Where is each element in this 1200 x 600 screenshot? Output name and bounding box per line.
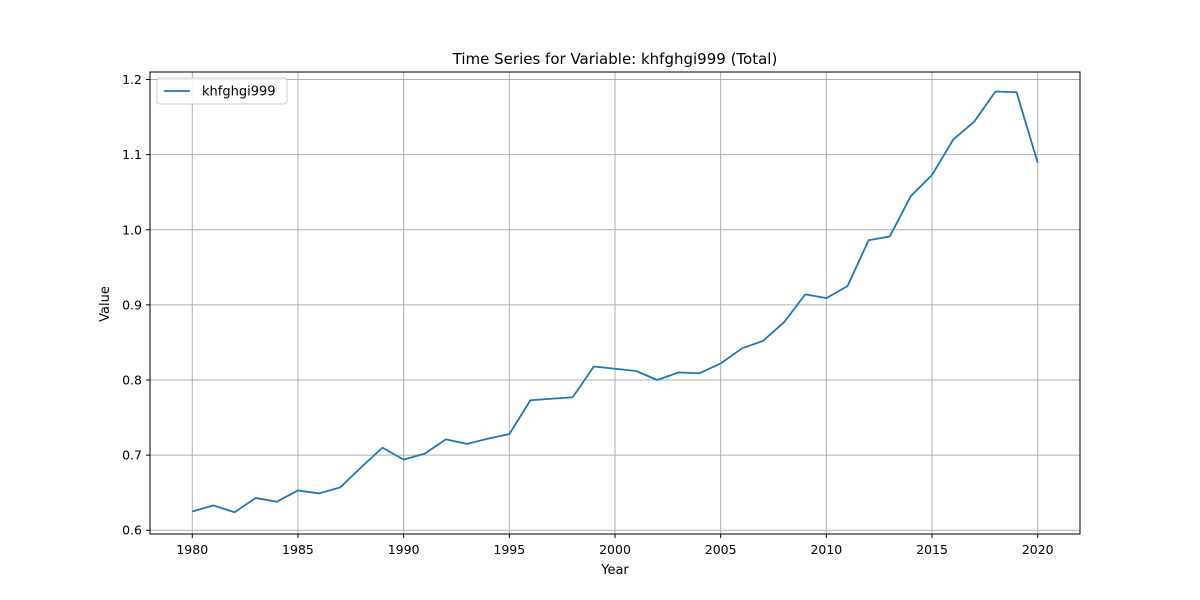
y-tick-label: 1.2 [122, 72, 142, 87]
y-tick-label: 0.9 [122, 297, 142, 312]
y-axis-label: Value [98, 286, 113, 322]
grid [150, 72, 1080, 534]
x-axis-label: Year [600, 563, 629, 578]
legend-box [156, 77, 288, 105]
x-tick-label: 2000 [599, 542, 631, 557]
ticks: 1980 1985 1990 1995 2000 2005 2010 2015 2020 0.6 0… [122, 72, 1054, 557]
x-tick-label: 2005 [705, 542, 737, 557]
y-tick-label: 0.8 [122, 373, 142, 388]
x-tick-label: 2010 [810, 542, 842, 557]
y-tick-label: 1.1 [122, 147, 142, 162]
y-tick-label: 0.7 [122, 448, 142, 463]
series-line [192, 90, 1039, 514]
y-tick-label: 0.6 [122, 523, 142, 538]
series-layer [192, 90, 1039, 514]
x-tick-label: 1985 [282, 542, 314, 557]
x-tick-label: 2015 [916, 542, 948, 557]
chart-title: Time Series for Variable: khfghgi999 (To… [452, 50, 778, 68]
x-tick-label: 1980 [176, 542, 208, 557]
y-tick-label: 1.0 [122, 222, 142, 237]
x-tick-label: 2020 [1022, 542, 1054, 557]
x-tick-label: 1990 [388, 542, 420, 557]
x-tick-label: 1995 [493, 542, 525, 557]
legend: khfghgi999 [156, 77, 288, 105]
legend-label: khfghgi999 [202, 85, 276, 100]
